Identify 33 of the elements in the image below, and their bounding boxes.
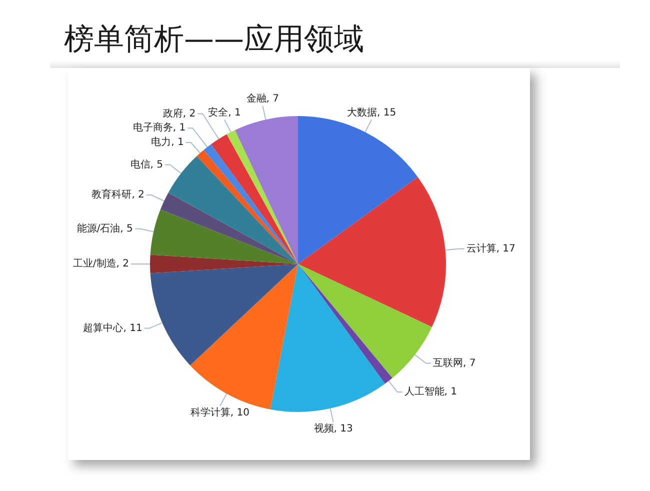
slice-label: 大数据 [347,106,378,118]
slice-label: 电子商务 [132,122,173,134]
slice-label: 教育科研 [92,188,132,201]
data-label: , 1 [172,122,186,134]
data-label: , 2 [132,190,144,201]
slice-label: 互联网 [433,356,464,369]
data-label: , 2 [182,108,196,120]
slice-label: 电力 [151,136,172,148]
data-label: , 13 [334,424,353,435]
slice-label: 人工智能 [404,386,444,398]
data-label: , 7 [463,358,476,369]
data-label: , 10 [230,408,250,419]
data-label: , 2 [116,258,130,270]
chart-title: 榜单简析——应用领域 [64,21,364,59]
data-label: , 1 [444,386,458,398]
slice-label: 工业/制造 [72,258,116,270]
slice-label: 超算中心 [83,322,124,334]
data-label: , 1 [171,137,184,148]
slice-label: 电信 [130,158,150,170]
data-label: , 7 [266,93,280,104]
slice-label: 科学计算 [190,406,230,419]
data-label: , 11 [123,322,142,334]
data-label: , 5 [120,223,133,234]
slice-label: 能源/石油 [76,222,120,234]
slice-label: 安全 [208,106,228,118]
slice-label: 云计算 [466,242,496,254]
data-label: , 17 [496,243,516,254]
data-label: , 1 [228,107,241,118]
slice-label: 金融 [246,92,266,104]
data-label: , 15 [377,107,396,118]
data-label: , 5 [150,159,164,170]
slice-label: 视频 [314,422,334,435]
slice-label: 政府 [162,107,183,120]
